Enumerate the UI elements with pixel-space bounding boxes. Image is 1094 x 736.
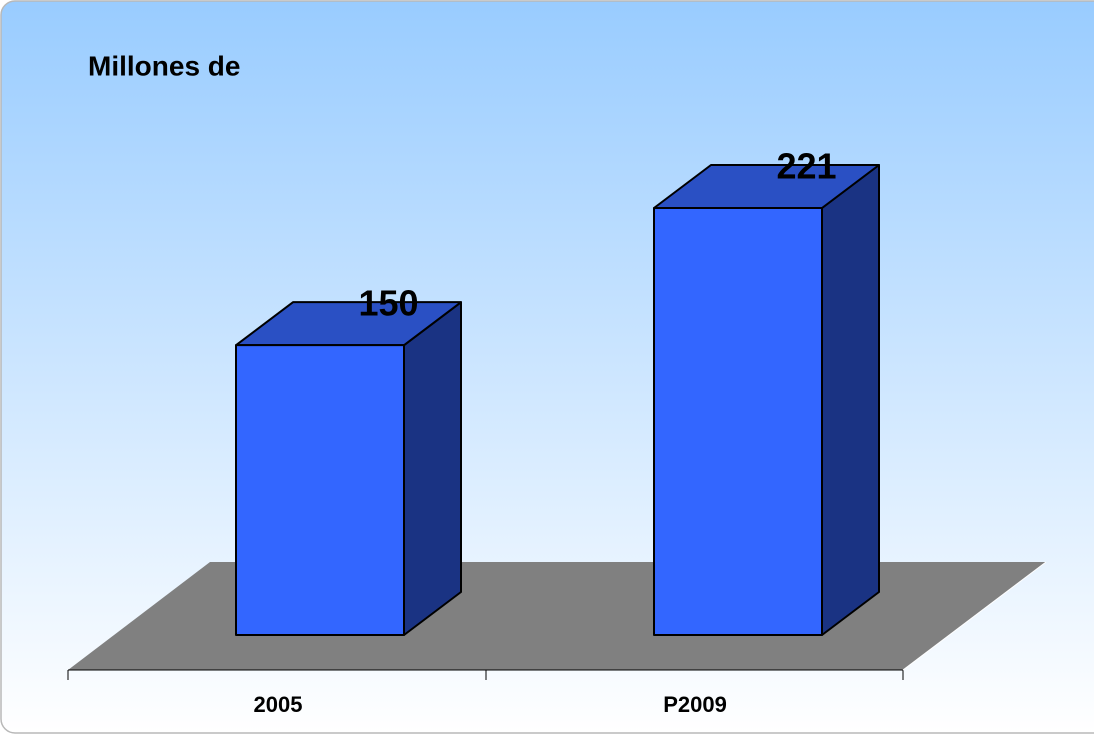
bar-front: [653, 207, 823, 636]
x-tick-label: P2009: [663, 692, 727, 717]
data-label: 150: [358, 283, 418, 324]
data-label: 221: [776, 146, 836, 187]
bar: [653, 164, 880, 636]
floor-edge: [902, 561, 1047, 671]
bar-front: [235, 344, 405, 636]
bar: [235, 301, 462, 636]
bar-side: [403, 301, 462, 636]
floor: [68, 562, 1046, 670]
chart-title: Millones de: [88, 50, 240, 81]
bar-side: [821, 164, 880, 636]
x-tick-label: 2005: [254, 692, 303, 717]
